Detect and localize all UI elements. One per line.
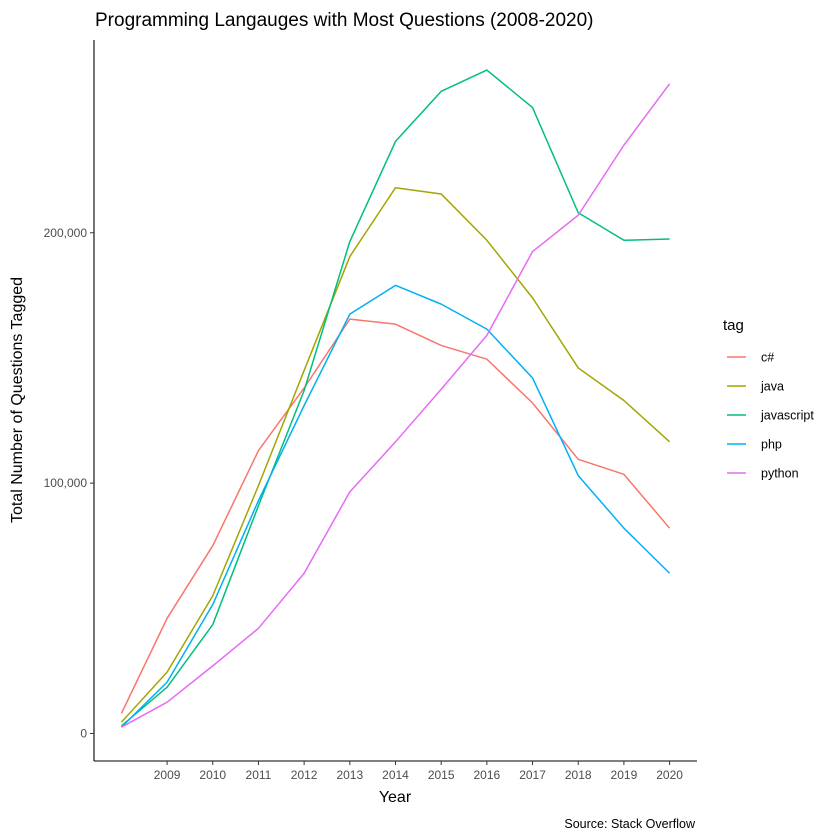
x-tick-label: 2013 [336,768,363,782]
x-tick-label: 2010 [199,768,226,782]
series-line-c-sharp [120,318,671,714]
legend-label: java [760,380,784,394]
y-tick-label: 200,000 [44,226,88,240]
x-tick-label: 2020 [656,768,683,782]
series-line-javascript [120,69,670,727]
y-tick-label: 100,000 [44,476,88,490]
x-tick-label: 2015 [428,768,455,782]
x-tick-label: 2018 [565,768,592,782]
x-tick-label: 2009 [154,768,181,782]
x-tick-label: 2017 [519,768,546,782]
x-tick-label: 2011 [246,768,272,782]
y-axis-title: Total Number of Questions Tagged [9,277,26,523]
x-tick-label: 2014 [382,768,409,782]
y-tick-label: 0 [80,726,87,740]
x-axis-title: Year [379,789,412,806]
series-line-python [121,83,671,728]
legend-label: php [761,438,782,452]
legend-label: javascript [760,409,814,423]
legend-label: python [761,467,799,481]
chart-title: Programming Langauges with Most Question… [95,10,594,31]
caption: Source: Stack Overflow [564,817,696,831]
x-tick-label: 2019 [611,768,638,782]
x-tick-label: 2012 [291,768,318,782]
legend-title: tag [723,317,744,334]
plot-area [120,69,671,728]
x-tick-label: 2016 [474,768,501,782]
series-line-java [120,186,671,723]
legend-label: c# [761,351,774,365]
series-line-php [120,284,671,728]
legend: tag c# java javascript php python [723,317,814,481]
y-axis-ticks: 0 100,000 200,000 [44,226,94,740]
x-axis-ticks: 2009 2010 2011 2012 2013 2014 2015 2016 2017 2018… [154,761,683,782]
